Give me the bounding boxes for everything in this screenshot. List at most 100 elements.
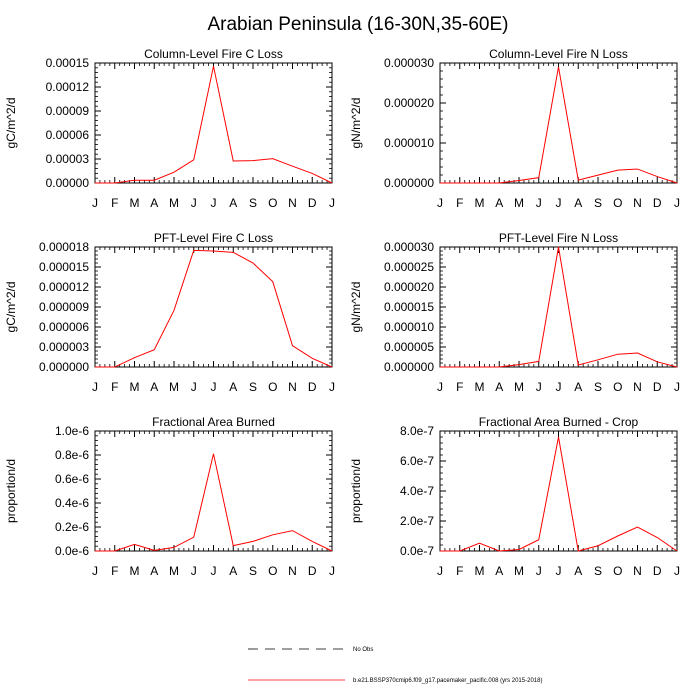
y-axis-label: proportion/d <box>349 459 363 523</box>
series-line <box>95 66 333 184</box>
x-tick-label: M <box>130 196 140 210</box>
y-tick-label: 0.000009 <box>39 300 89 314</box>
y-tick-label: 2.0e-7 <box>400 514 434 528</box>
series-line <box>440 246 678 368</box>
x-tick-label: D <box>308 380 317 394</box>
x-tick-label: O <box>613 196 622 210</box>
x-tick-label: F <box>456 380 463 394</box>
y-tick-label: 0.000015 <box>39 260 89 274</box>
y-tick-label: 0.00006 <box>46 128 90 142</box>
y-tick-label: 0.00000 <box>46 176 90 190</box>
x-tick-label: A <box>150 380 158 394</box>
legend-no-obs-label: No Obs <box>353 647 373 653</box>
panel-title: PFT-Level Fire C Loss <box>154 231 273 245</box>
y-tick-label: 0.00012 <box>46 80 90 94</box>
series-line <box>440 436 678 552</box>
x-tick-label: S <box>594 564 602 578</box>
y-tick-label: 0.000000 <box>384 176 434 190</box>
x-tick-label: S <box>249 196 257 210</box>
x-tick-label: M <box>169 380 179 394</box>
y-axis-label: proportion/d <box>4 459 18 523</box>
x-tick-label: M <box>130 564 140 578</box>
x-tick-label: A <box>574 564 582 578</box>
x-tick-label: M <box>130 380 140 394</box>
x-tick-label: J <box>674 380 680 394</box>
y-tick-label: 0.000018 <box>39 240 89 254</box>
plot-frame <box>439 62 678 184</box>
y-tick-label: 0.0e-6 <box>55 544 89 558</box>
x-tick-label: J <box>536 564 542 578</box>
panel-title: PFT-Level Fire N Loss <box>499 231 618 245</box>
x-tick-label: M <box>169 196 179 210</box>
y-tick-label: 0.00015 <box>46 56 90 70</box>
y-tick-label: 1.0e-6 <box>55 424 89 438</box>
y-tick-label: 0.8e-6 <box>55 448 89 462</box>
plot-frame <box>439 246 678 368</box>
panel-fractional-area-burned-crop: Fractional Area Burned - Crop proportion/… <box>349 415 680 578</box>
figure-title: Arabian Peninsula (16-30N,35-60E) <box>207 14 508 35</box>
x-tick-label: A <box>495 196 503 210</box>
x-tick-label: F <box>111 380 118 394</box>
x-tick-label: J <box>556 564 562 578</box>
legend: No Obs b.e21.BSSP370cmip6.f09_g17.pacema… <box>248 647 542 684</box>
x-tick-label: F <box>111 564 118 578</box>
y-tick-label: 4.0e-7 <box>400 484 434 498</box>
panel-title: Column-Level Fire C Loss <box>144 47 283 61</box>
x-tick-label: O <box>268 564 277 578</box>
x-tick-label: F <box>111 196 118 210</box>
y-tick-label: 0.000000 <box>384 360 434 374</box>
x-tick-label: N <box>288 380 297 394</box>
x-tick-label: J <box>92 196 98 210</box>
plot-frame <box>94 246 333 368</box>
x-tick-label: J <box>211 196 217 210</box>
x-tick-label: N <box>633 196 642 210</box>
x-tick-label: J <box>92 564 98 578</box>
x-tick-label: O <box>268 380 277 394</box>
x-tick-label: M <box>514 196 524 210</box>
y-tick-label: 0.000010 <box>384 136 434 150</box>
series-line <box>440 66 678 184</box>
series-line <box>95 453 333 552</box>
x-tick-label: J <box>674 564 680 578</box>
x-tick-label: A <box>150 196 158 210</box>
x-tick-label: O <box>613 564 622 578</box>
x-tick-label: J <box>437 196 443 210</box>
x-tick-label: F <box>456 564 463 578</box>
y-tick-label: 0.000006 <box>39 320 89 334</box>
y-tick-label: 0.000020 <box>384 280 434 294</box>
y-tick-label: 0.4e-6 <box>55 496 89 510</box>
x-tick-label: J <box>329 564 335 578</box>
x-tick-label: O <box>613 380 622 394</box>
y-tick-label: 8.0e-7 <box>400 424 434 438</box>
y-axis-label: gN/m^2/d <box>349 282 363 333</box>
x-tick-label: A <box>229 380 237 394</box>
x-tick-label: A <box>150 564 158 578</box>
legend-run-label: b.e21.BSSP370cmip6.f09_g17.pacemaker_pac… <box>353 678 542 684</box>
panel-title: Fractional Area Burned <box>152 415 275 429</box>
y-tick-label: 0.00003 <box>46 152 90 166</box>
x-tick-label: J <box>191 564 197 578</box>
y-axis-label: gC/m^2/d <box>4 282 18 333</box>
x-tick-label: A <box>229 196 237 210</box>
x-tick-label: J <box>191 380 197 394</box>
y-tick-label: 0.000010 <box>384 320 434 334</box>
y-tick-label: 0.000012 <box>39 280 89 294</box>
x-tick-label: D <box>653 380 662 394</box>
x-tick-label: J <box>211 564 217 578</box>
x-tick-label: D <box>653 564 662 578</box>
x-tick-label: D <box>653 196 662 210</box>
x-tick-label: A <box>495 380 503 394</box>
x-tick-label: N <box>633 564 642 578</box>
panel-title: Column-Level Fire N Loss <box>489 47 628 61</box>
x-tick-label: S <box>594 196 602 210</box>
x-tick-label: M <box>514 380 524 394</box>
x-tick-label: J <box>329 380 335 394</box>
y-tick-label: 0.00009 <box>46 104 90 118</box>
y-axis-label: gN/m^2/d <box>349 98 363 149</box>
x-tick-label: A <box>229 564 237 578</box>
y-tick-label: 0.0e-7 <box>400 544 434 558</box>
